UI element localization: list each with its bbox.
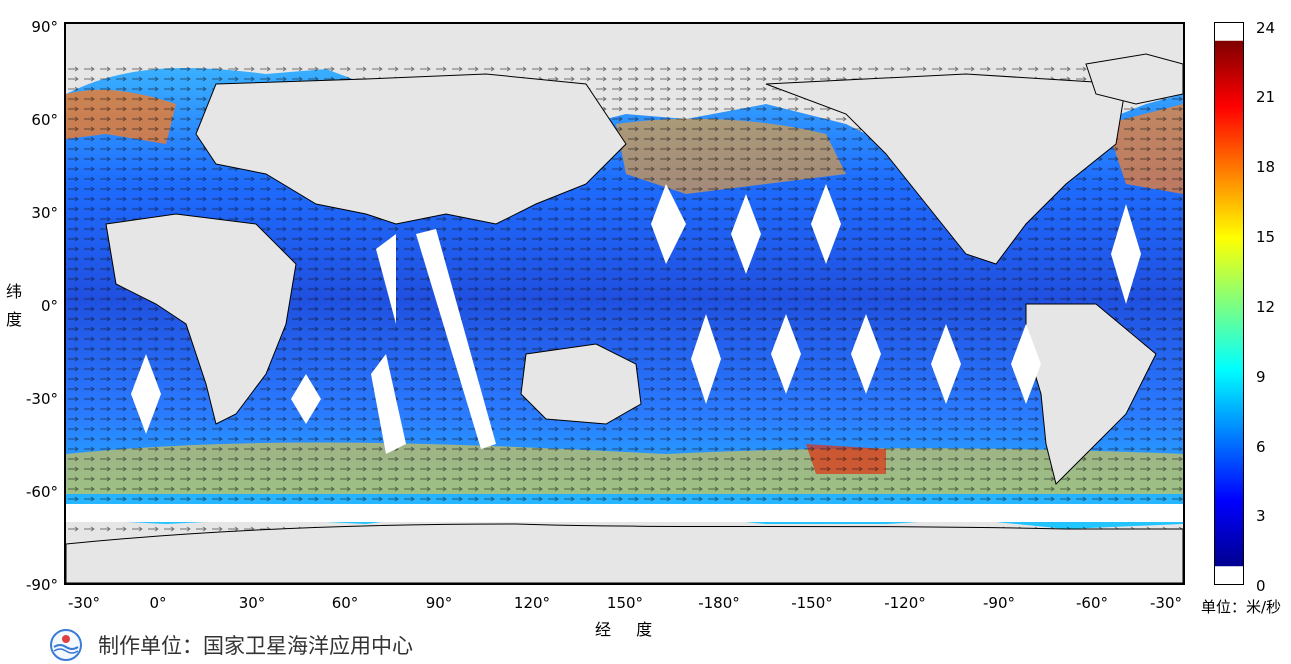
x-tick-label: -90° xyxy=(983,594,1015,612)
land-greenland xyxy=(1085,53,1183,105)
x-tick-label: -150° xyxy=(791,594,833,612)
soa-logo-icon xyxy=(50,629,82,661)
x-tick-label: 150° xyxy=(606,594,644,612)
land-antarctica xyxy=(66,523,1183,583)
y-tick-label: 30° xyxy=(31,204,58,222)
colorbar-tick-label: 6 xyxy=(1256,438,1266,456)
colorbar xyxy=(1214,22,1244,585)
x-axis-title: 经 度 xyxy=(595,620,663,639)
x-tick-label: 60° xyxy=(331,594,359,612)
x-tick-label: -120° xyxy=(884,594,926,612)
y-axis-title: 纬 度 xyxy=(6,278,22,334)
y-axis-title-char: 纬 xyxy=(6,282,23,301)
x-tick-label: 90° xyxy=(425,594,453,612)
y-tick-label: 90° xyxy=(31,18,58,36)
footer: 制作单位：国家卫星海洋应用中心 xyxy=(50,628,413,662)
x-tick-label: 0° xyxy=(149,594,167,612)
no-data-gaps xyxy=(66,184,1183,522)
x-tick-label: -30° xyxy=(68,594,100,612)
y-tick-label: -30° xyxy=(26,390,58,408)
wind-speed-map xyxy=(64,22,1185,585)
land-australia xyxy=(520,343,642,425)
colorbar-tick-label: 21 xyxy=(1256,88,1276,106)
map-canvas xyxy=(66,24,1183,583)
colorbar-tick-label: 9 xyxy=(1256,368,1266,386)
land-africa xyxy=(105,213,297,425)
colorbar-tick-label: 24 xyxy=(1256,19,1276,37)
x-tick-label: -30° xyxy=(1150,594,1182,612)
y-tick-label: 0° xyxy=(40,297,58,315)
land-europe-asia xyxy=(195,73,627,225)
colorbar-gradient xyxy=(1215,40,1243,567)
colorbar-tick-label: 12 xyxy=(1256,298,1276,316)
x-tick-label: -60° xyxy=(1076,594,1108,612)
y-axis-title-char: 度 xyxy=(6,310,23,329)
x-tick-label: 30° xyxy=(238,594,266,612)
y-tick-label: 60° xyxy=(31,111,58,129)
x-tick-label: -180° xyxy=(698,594,740,612)
x-tick-label: 120° xyxy=(513,594,551,612)
colorbar-tick-label: 18 xyxy=(1256,158,1276,176)
colorbar-tick-label: 0 xyxy=(1256,577,1266,595)
y-tick-label: -60° xyxy=(26,483,58,501)
colorbar-tick-label: 15 xyxy=(1256,228,1276,246)
producer-credit: 制作单位：国家卫星海洋应用中心 xyxy=(98,634,413,658)
colorbar-unit-label: 单位：米/秒 xyxy=(1201,598,1282,616)
y-tick-label: -90° xyxy=(26,576,58,594)
colorbar-tick-label: 3 xyxy=(1256,507,1266,525)
